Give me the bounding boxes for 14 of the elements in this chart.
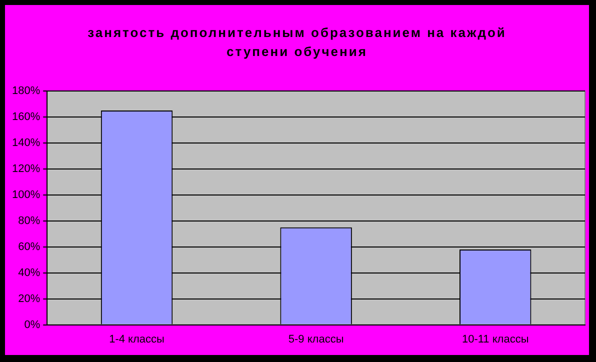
x-tick-label: 10-11 классы [462,333,529,346]
y-tick-label: 140% [12,136,40,149]
y-tick-label: 180% [12,85,40,98]
y-tick-label: 100% [12,188,40,201]
x-tick-label: 1-4 классы [109,333,165,346]
y-tick-label: 160% [12,111,40,124]
y-tick-label: 60% [18,240,40,253]
y-tick-label: 120% [12,162,40,175]
y-tick-label: 20% [18,292,40,305]
y-tick-label: 80% [18,214,40,227]
y-tick-label: 0% [24,318,40,331]
chart-title: занятость дополнительным образованием на каждой ступени обучения [86,24,508,61]
x-tick-label: 5-9 классы [288,333,344,346]
y-tick-label: 40% [18,266,40,279]
